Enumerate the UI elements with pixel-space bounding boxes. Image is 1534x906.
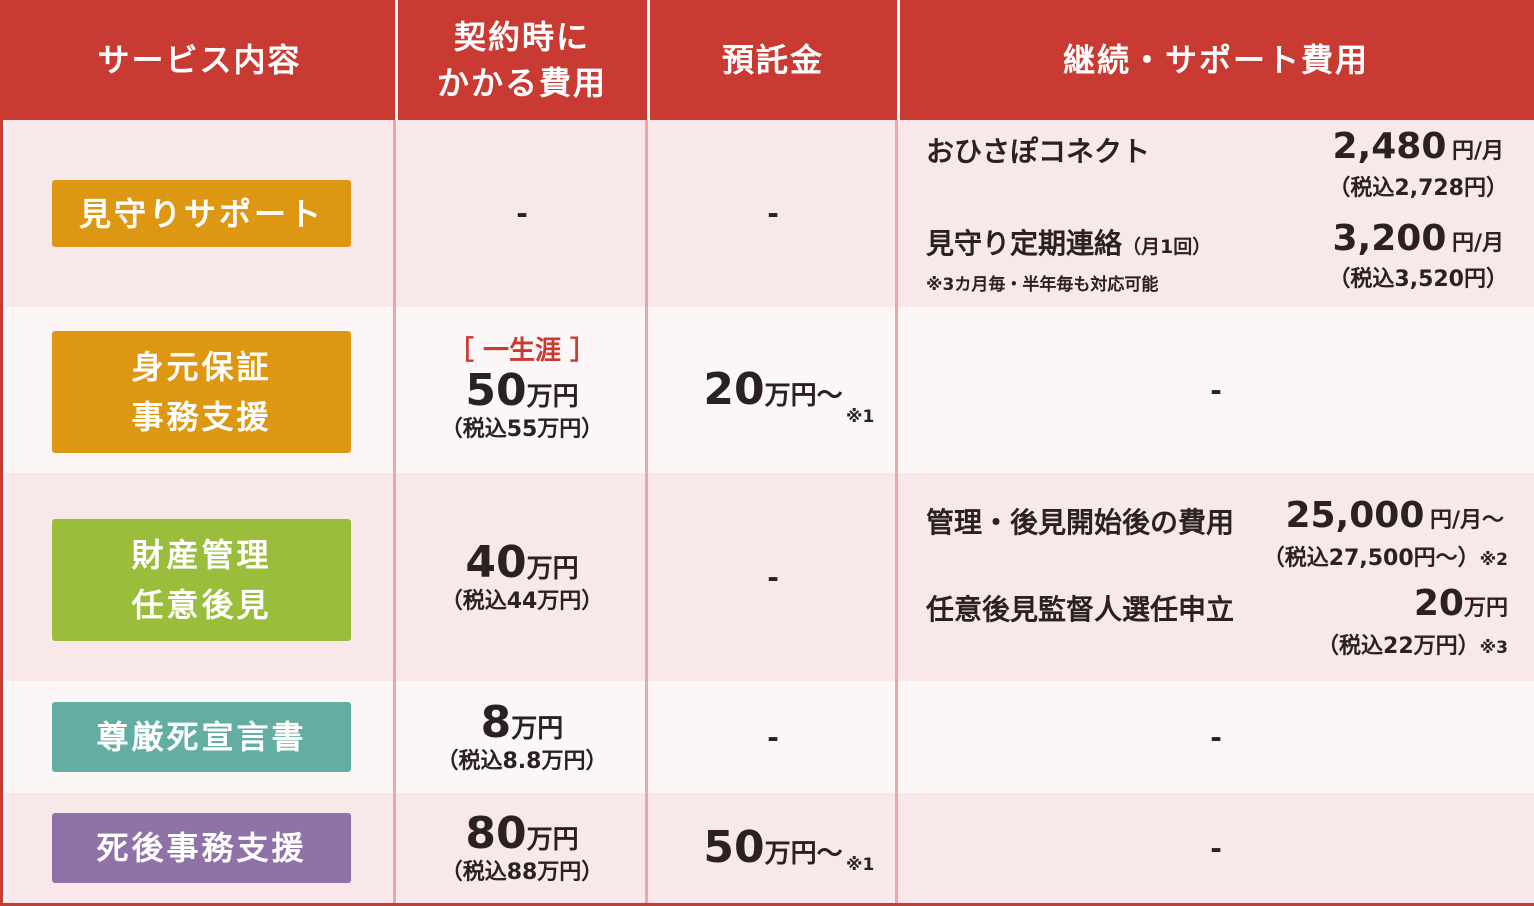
ongoing-label: 任意後見監督人選任申立	[926, 593, 1235, 626]
footnote-ref: ※2	[1479, 550, 1508, 570]
divider	[647, 0, 650, 120]
header-deposit: 預託金	[648, 0, 898, 120]
service-badge-mimamori: 見守りサポート	[52, 180, 351, 247]
table-row: 見守りサポート - - おひさぽコネクト 2,480 円/月 （税込2,728円…	[6, 120, 1534, 307]
price: 50	[465, 365, 527, 416]
unit: 万円〜	[764, 381, 843, 411]
header-initial-line1: 契約時に	[453, 18, 590, 56]
initial-cost: 80万円 （税込88万円）	[396, 793, 648, 903]
tax: （税込55万円）	[440, 417, 604, 442]
tax: （税込44万円）	[440, 589, 604, 614]
initial-cost: -	[516, 197, 528, 230]
ongoing-tax: （税込22万円）※3	[1317, 633, 1508, 662]
divider	[395, 0, 398, 120]
line1: 財産管理	[131, 536, 272, 574]
table-row: 身元保証 事務支援 ［ 一生涯 ］ 50万円 （税込55万円） 20万円〜 ※1 …	[6, 307, 1534, 473]
ongoing-cost: -	[1210, 720, 1222, 754]
ongoing-label: 管理・後見開始後の費用	[926, 506, 1235, 539]
deposit: -	[767, 197, 779, 230]
deposit: -	[767, 720, 779, 754]
footnote-ref: ※1	[846, 407, 875, 427]
ongoing-price: 2,480 円/月	[1333, 126, 1505, 167]
footnote-ref: ※3	[1479, 638, 1508, 658]
price: 2,480	[1332, 126, 1447, 167]
unit: 万円〜	[764, 839, 843, 869]
unit: 円/月	[1451, 139, 1504, 164]
price: 40	[465, 537, 527, 588]
deposit: -	[767, 560, 779, 594]
ongoing-price: 3,200 円/月	[1333, 218, 1505, 259]
divider	[895, 120, 898, 903]
footnote-ref: ※1	[846, 855, 875, 875]
ongoing-price: 20万円	[1414, 583, 1508, 624]
price: 3,200	[1332, 218, 1447, 259]
lifetime-tag: ［ 一生涯 ］	[447, 336, 597, 366]
table-row: 財産管理 任意後見 40万円 （税込44万円） - 管理・後見開始後の費用 25,…	[6, 473, 1534, 681]
divider	[393, 120, 396, 903]
ongoing-tax: （税込2,728円）	[1328, 176, 1508, 201]
unit: 万円	[511, 714, 564, 744]
ongoing-cost: -	[1210, 831, 1222, 865]
line1: 身元保証	[131, 348, 272, 386]
header-initial: 契約時に かかる費用	[396, 0, 648, 120]
price: 8	[480, 697, 512, 748]
header-service: サービス内容	[3, 0, 396, 120]
unit: 万円	[526, 825, 579, 855]
line2: 事務支援	[131, 398, 272, 436]
divider	[897, 0, 900, 120]
price: 25,000	[1285, 495, 1425, 536]
service-badge-songenshi: 尊厳死宣言書	[52, 702, 351, 772]
ongoing-label: 見守り定期連絡（月1回）	[926, 222, 1211, 262]
ongoing-label: おひさぽコネクト	[926, 135, 1151, 168]
tax: （税込27,500円〜）	[1262, 546, 1480, 571]
label-small: （月1回）	[1122, 236, 1212, 258]
service-badge-zaisan: 財産管理 任意後見	[52, 519, 351, 641]
line2: 任意後見	[131, 586, 272, 624]
label: 見守り定期連絡	[926, 227, 1123, 260]
tax: （税込22万円）	[1317, 634, 1480, 659]
tax: （税込88万円）	[440, 860, 604, 885]
initial-cost: 8万円 （税込8.8万円）	[396, 681, 648, 793]
ongoing-tax: （税込27,500円〜）※2	[1263, 545, 1508, 574]
unit: 万円	[526, 554, 579, 584]
divider	[645, 120, 648, 903]
table-row: 尊厳死宣言書 8万円 （税込8.8万円） - -	[6, 681, 1534, 793]
header-ongoing: 継続・サポート費用	[898, 0, 1534, 120]
service-badge-mimoto: 身元保証 事務支援	[52, 331, 351, 453]
ongoing-tax: （税込3,520円）	[1328, 267, 1508, 292]
initial-cost: ［ 一生涯 ］ 50万円 （税込55万円）	[396, 307, 648, 473]
price: 20	[703, 364, 765, 415]
tax: （税込8.8万円）	[436, 749, 608, 774]
price: 20	[1413, 583, 1464, 624]
table-row: 死後事務支援 80万円 （税込88万円） 50万円〜 ※1 -	[6, 793, 1534, 903]
unit: 円/月	[1451, 231, 1504, 256]
unit: 万円	[526, 382, 579, 412]
initial-cost: 40万円 （税込44万円）	[396, 473, 648, 681]
service-badge-shigo: 死後事務支援	[52, 813, 351, 883]
deposit: 50万円〜	[648, 793, 898, 903]
unit: 円/月〜	[1429, 508, 1504, 533]
price: 80	[465, 808, 527, 859]
ongoing-price: 25,000 円/月〜	[1285, 495, 1504, 536]
deposit: 20万円〜	[648, 307, 898, 473]
header-initial-line2: かかる費用	[436, 64, 607, 102]
price: 50	[703, 822, 765, 873]
ongoing-cost: -	[1210, 373, 1222, 407]
ongoing-note: ※3カ月毎・半年毎も対応可能	[926, 275, 1159, 295]
unit: 万円	[1463, 596, 1508, 621]
